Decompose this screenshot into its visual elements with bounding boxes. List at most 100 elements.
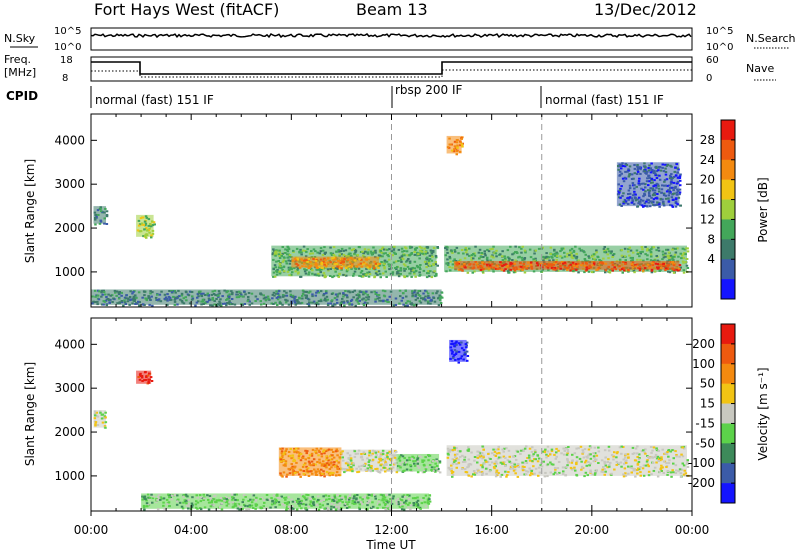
heat-cell — [350, 264, 353, 267]
heat-cell — [316, 263, 319, 266]
heat-cell — [367, 469, 370, 472]
heat-cell — [636, 205, 640, 208]
heat-cell — [541, 266, 544, 268]
heat-cell — [491, 254, 494, 257]
heat-cell — [618, 446, 622, 449]
heat-cell — [333, 500, 336, 502]
heat-cell — [403, 469, 406, 472]
heat-cell — [259, 498, 262, 500]
heat-cell — [288, 254, 292, 256]
colorbar-tick-label: 15 — [700, 397, 715, 411]
heat-cell — [624, 263, 627, 265]
heat-cell — [384, 248, 388, 251]
heat-cell — [547, 265, 550, 268]
heat-cell — [164, 296, 168, 299]
heat-cell — [289, 454, 292, 457]
heat-cell — [179, 298, 182, 301]
heat-cell — [643, 204, 646, 207]
heat-cell — [461, 461, 465, 463]
heat-cell — [297, 497, 300, 500]
heat-cell — [286, 501, 289, 504]
heat-cell — [285, 496, 289, 499]
heat-cell — [465, 350, 469, 353]
heat-cell — [139, 230, 143, 233]
heat-cell — [453, 140, 457, 143]
heat-cell — [636, 463, 640, 466]
heat-cell — [572, 249, 576, 252]
heat-cell — [311, 293, 314, 296]
heat-cell — [148, 231, 151, 234]
heat-cell — [453, 342, 457, 345]
x-tick-label: 00:00 — [74, 523, 109, 537]
heat-cell — [357, 449, 361, 452]
heat-cell — [527, 261, 530, 264]
heat-cell — [346, 268, 350, 271]
heat-cell — [435, 465, 439, 467]
heat-cell — [376, 470, 379, 473]
heat-cell — [567, 264, 571, 267]
heat-cell — [102, 289, 105, 292]
heat-cell — [260, 496, 264, 499]
colorbar-segment — [721, 483, 735, 504]
heat-cell — [597, 450, 601, 453]
heat-cell — [156, 498, 159, 501]
heat-cell — [417, 506, 420, 509]
heat-cell — [416, 251, 419, 254]
heat-cell — [367, 500, 371, 503]
heat-cell — [352, 462, 355, 465]
heat-cell — [475, 472, 478, 474]
heat-cell — [677, 267, 681, 270]
heat-cell — [589, 446, 593, 449]
heat-cell — [632, 270, 636, 272]
heat-cell — [402, 502, 405, 505]
heat-cell — [272, 275, 275, 278]
heat-cell — [451, 343, 454, 346]
heat-cell — [293, 501, 297, 503]
heat-cell — [388, 265, 391, 268]
heat-cell — [656, 197, 659, 200]
heat-cell — [299, 302, 302, 305]
heat-cell — [279, 253, 283, 256]
heat-cell — [244, 504, 247, 507]
heat-cell — [630, 467, 634, 470]
heat-cell — [278, 251, 281, 254]
heat-cell — [343, 471, 346, 474]
heat-cell — [554, 468, 557, 471]
heat-cell — [396, 468, 400, 471]
heat-cell — [204, 302, 207, 305]
x-axis: 00:00 04:00 08:00 12:00 16:00 20:00 00:00 — [74, 511, 709, 537]
heat-cell — [646, 459, 649, 462]
heat-cell — [360, 503, 364, 505]
heat-cell — [665, 178, 669, 181]
heat-cell — [367, 256, 371, 259]
heat-cell — [432, 246, 436, 249]
heat-cell — [280, 450, 284, 453]
heat-cell — [430, 466, 434, 469]
heat-cell — [453, 345, 456, 348]
heat-cell — [435, 272, 438, 275]
heat-cell — [467, 474, 471, 477]
heat-cell — [360, 464, 364, 467]
heat-cell — [571, 268, 575, 271]
heat-cell — [293, 459, 297, 462]
heat-cell — [371, 458, 375, 461]
heat-cell — [96, 415, 100, 418]
heat-cell — [173, 303, 177, 306]
heat-cell — [350, 267, 353, 270]
freq-tick-bottom: 8 — [62, 73, 68, 84]
heat-cell — [420, 252, 424, 255]
heat-cell — [671, 186, 675, 189]
heat-cell — [271, 297, 274, 300]
heat-cell — [534, 458, 537, 461]
heat-cell — [480, 266, 484, 269]
heat-cell — [274, 494, 277, 497]
heat-cell — [319, 258, 323, 261]
heat-cell — [285, 291, 288, 294]
heat-cell — [252, 494, 256, 497]
heat-cell — [657, 184, 660, 187]
heat-cell — [648, 195, 652, 198]
heat-cell — [129, 298, 133, 301]
heat-cell — [409, 303, 412, 305]
heat-cell — [315, 301, 319, 304]
heat-cell — [642, 474, 646, 477]
